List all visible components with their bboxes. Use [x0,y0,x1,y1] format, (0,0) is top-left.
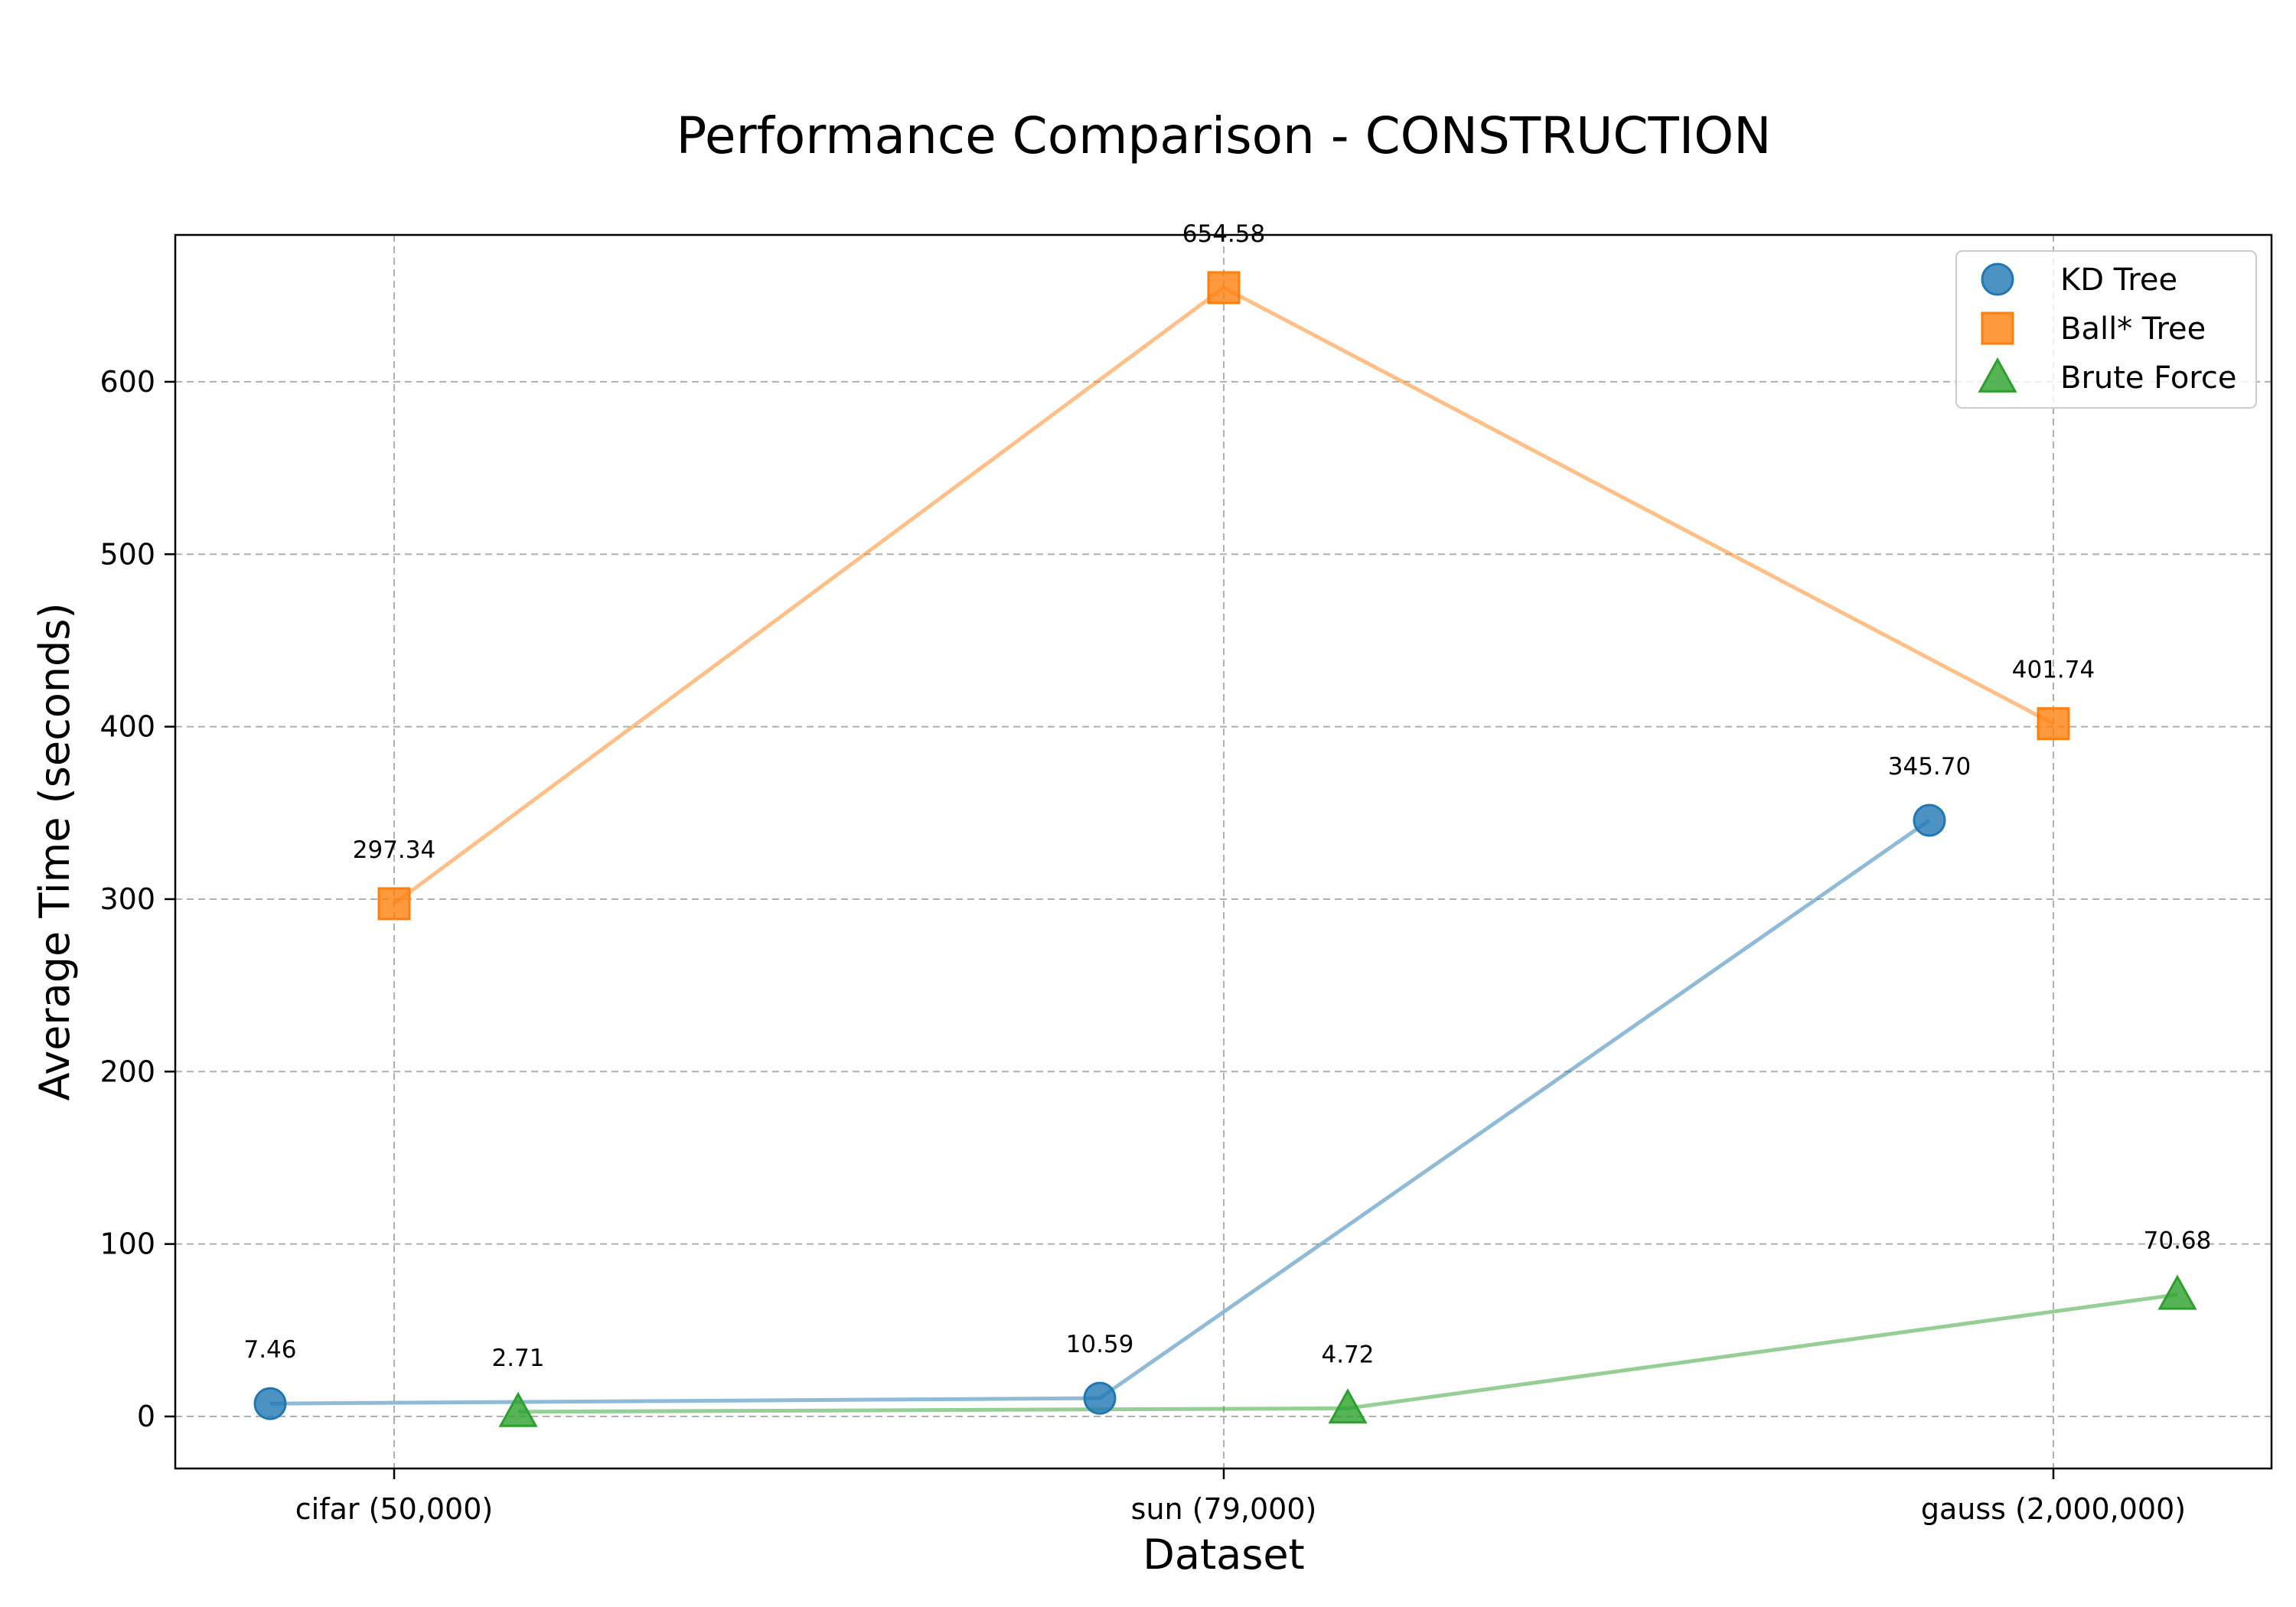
data-label: 10.59 [1066,1331,1134,1358]
y-tick-label: 200 [99,1054,155,1088]
legend: KD Tree Ball* Tree Brute Force [1955,250,2257,409]
legend-marker [1978,357,2017,393]
data-label: 297.34 [353,836,435,864]
grid [175,235,2272,1468]
data-label: 7.46 [243,1336,296,1364]
legend-label: KD Tree [2060,262,2177,298]
y-tick-label: 300 [99,882,155,916]
legend-marker [1981,311,2014,345]
x-tick-label: gauss (2,000,000) [1921,1492,2186,1526]
legend-box [1955,250,2257,409]
y-tick-label: 100 [99,1227,155,1261]
data-point-marker [253,1387,287,1420]
legend-label: Ball* Tree [2060,311,2206,347]
x-tick-label: cifar (50,000) [295,1492,493,1526]
data-point-marker [2037,707,2070,741]
series-line [269,818,1931,1406]
x-axis-label: Dataset [1143,1530,1304,1579]
series-markers [253,271,2197,1427]
data-point-marker [1083,1381,1117,1415]
data-label: 4.72 [1321,1341,1374,1368]
legend-marker [1981,262,2014,296]
legend-label: Brute Force [2060,360,2236,396]
data-point-marker [1207,271,1241,305]
data-label: 345.70 [1888,753,1971,781]
data-label: 401.74 [2012,657,2095,684]
data-label: 2.71 [491,1345,544,1372]
data-point-marker [1913,804,1946,837]
chart-title: Performance Comparison - CONSTRUCTION [676,106,1771,165]
data-point-marker [1328,1388,1368,1424]
data-point-marker [377,887,411,921]
y-tick-label: 500 [99,537,155,571]
y-axis-label: Average Time (seconds) [31,602,79,1100]
axis-ticks: 0 100 200 300 400 500 600 cifar (50,000) sun (79… [99,365,2186,1526]
data-point-marker [2157,1274,2197,1310]
data-label: 70.68 [2144,1227,2212,1255]
y-tick-label: 0 [137,1400,155,1433]
data-point-marker [498,1391,538,1427]
y-tick-label: 400 [99,710,155,744]
y-tick-label: 600 [99,365,155,399]
x-tick-label: sun (79,000) [1131,1492,1317,1526]
